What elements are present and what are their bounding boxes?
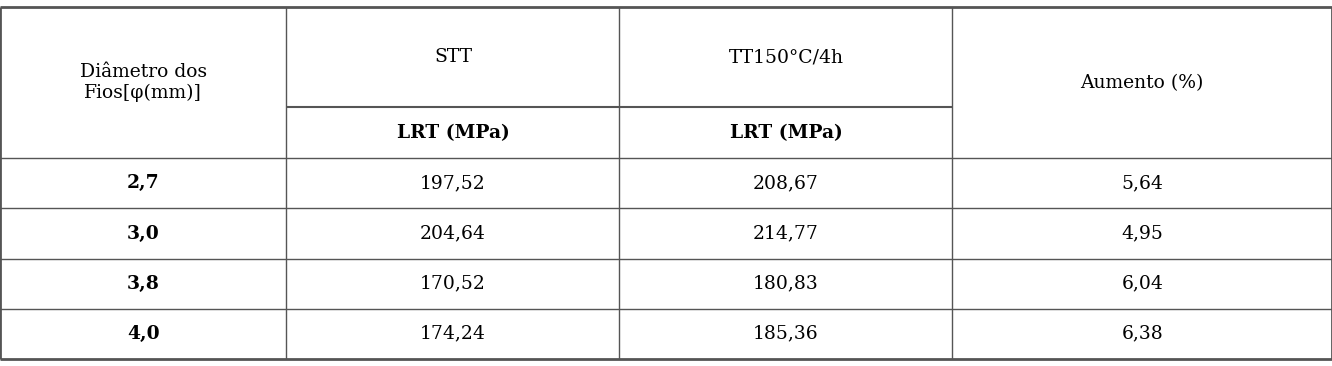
Text: 214,77: 214,77 xyxy=(753,224,819,243)
Text: 4,0: 4,0 xyxy=(127,325,160,343)
Text: 204,64: 204,64 xyxy=(420,224,486,243)
Text: LRT (MPa): LRT (MPa) xyxy=(730,124,842,142)
Text: 197,52: 197,52 xyxy=(420,175,486,193)
Text: 5,64: 5,64 xyxy=(1122,175,1163,193)
Text: 4,95: 4,95 xyxy=(1122,224,1163,243)
Text: 6,38: 6,38 xyxy=(1122,325,1163,343)
Text: 2,7: 2,7 xyxy=(127,175,160,193)
Text: 180,83: 180,83 xyxy=(753,274,819,292)
Text: 3,0: 3,0 xyxy=(127,224,160,243)
Text: Aumento (%): Aumento (%) xyxy=(1080,74,1204,92)
Text: TT150°C/4h: TT150°C/4h xyxy=(729,48,843,66)
Text: LRT (MPa): LRT (MPa) xyxy=(397,124,509,142)
Text: 170,52: 170,52 xyxy=(420,274,486,292)
Text: 174,24: 174,24 xyxy=(420,325,486,343)
Text: 3,8: 3,8 xyxy=(127,274,160,292)
Text: 208,67: 208,67 xyxy=(753,175,819,193)
Text: 6,04: 6,04 xyxy=(1122,274,1163,292)
Text: 185,36: 185,36 xyxy=(753,325,819,343)
Text: STT: STT xyxy=(434,48,472,66)
Text: Diâmetro dos
Fios[φ(mm)]: Diâmetro dos Fios[φ(mm)] xyxy=(80,63,206,102)
